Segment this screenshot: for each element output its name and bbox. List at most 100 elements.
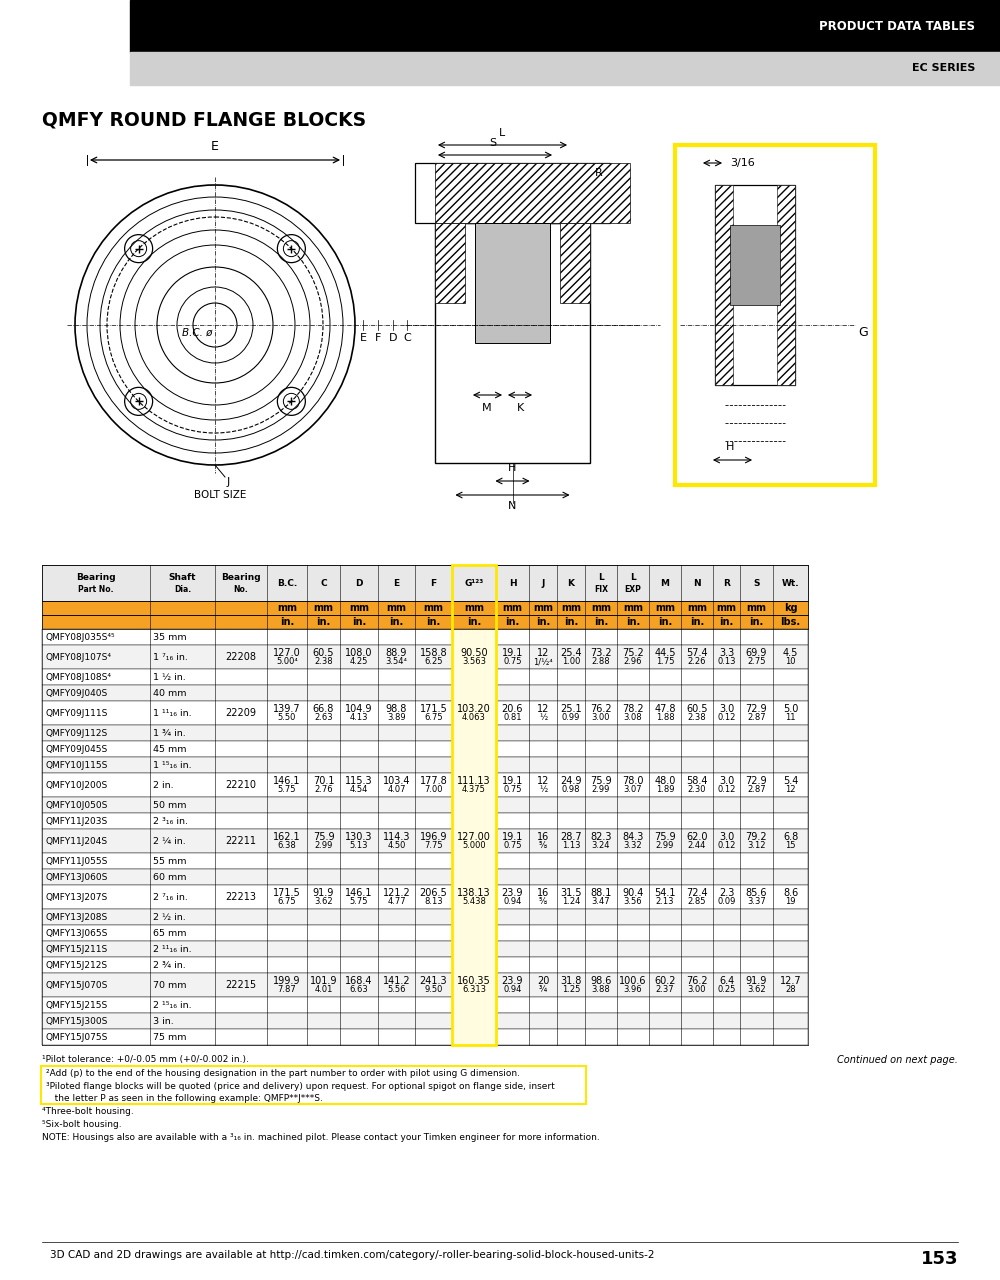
Text: 5.56: 5.56: [387, 986, 406, 995]
Text: 62.0: 62.0: [686, 832, 708, 841]
Text: QMFY13J065S: QMFY13J065S: [45, 928, 107, 937]
Bar: [42, 756, 808, 773]
Text: 48.0: 48.0: [654, 776, 676, 786]
Text: QMFY10J200S: QMFY10J200S: [45, 781, 107, 790]
Text: QMFY11J055S: QMFY11J055S: [45, 856, 107, 865]
Text: 5.00⁴: 5.00⁴: [276, 658, 298, 667]
Text: 139.7: 139.7: [273, 704, 301, 713]
Text: 10: 10: [785, 658, 796, 667]
Text: 4.13: 4.13: [350, 713, 368, 722]
Text: 70 mm: 70 mm: [153, 980, 186, 989]
Text: 0.98: 0.98: [562, 786, 580, 795]
Text: 3.07: 3.07: [624, 786, 642, 795]
Bar: [42, 852, 808, 869]
Bar: [42, 909, 808, 925]
Text: 138.13: 138.13: [457, 887, 491, 897]
Text: 31.5: 31.5: [560, 887, 582, 897]
Text: J: J: [541, 579, 545, 588]
Text: 1 ¹⁵₁₆ in.: 1 ¹⁵₁₆ in.: [153, 760, 192, 769]
Text: F: F: [375, 333, 381, 343]
Text: 60.5: 60.5: [686, 704, 708, 713]
Text: kg: kg: [784, 603, 797, 613]
Text: mm: mm: [687, 603, 707, 613]
Bar: [452, 773, 496, 797]
Text: 60.5: 60.5: [313, 648, 334, 658]
Text: S: S: [753, 579, 760, 588]
Bar: [42, 1012, 808, 1029]
Bar: [41, 1066, 586, 1103]
Text: Bearing: Bearing: [76, 572, 116, 581]
Text: 91.9: 91.9: [313, 887, 334, 897]
Bar: [452, 669, 496, 685]
Text: 3.89: 3.89: [387, 713, 406, 722]
Text: 241.3: 241.3: [420, 975, 447, 986]
Text: 2.37: 2.37: [656, 986, 674, 995]
Text: 3.56: 3.56: [624, 897, 642, 906]
Text: H: H: [726, 442, 734, 452]
Text: 91.9: 91.9: [746, 975, 767, 986]
Bar: [42, 685, 808, 701]
Text: QMFY09J040S: QMFY09J040S: [45, 689, 107, 698]
Text: 6.313: 6.313: [462, 986, 486, 995]
Text: 6.25: 6.25: [424, 658, 443, 667]
Text: 0.75: 0.75: [503, 786, 522, 795]
Text: No.: No.: [234, 585, 248, 594]
Text: 31.8: 31.8: [560, 975, 582, 986]
Text: in.: in.: [389, 617, 404, 627]
Text: 3 in.: 3 in.: [153, 1016, 174, 1025]
Text: Continued on next page.: Continued on next page.: [837, 1055, 958, 1065]
Bar: [452, 869, 496, 884]
Bar: [42, 925, 808, 941]
Bar: [42, 813, 808, 829]
Text: 3.0: 3.0: [719, 832, 734, 841]
Bar: [452, 797, 496, 813]
Bar: [452, 813, 496, 829]
Text: ⁵Six-bolt housing.: ⁵Six-bolt housing.: [42, 1120, 122, 1129]
Bar: [435, 223, 465, 303]
Text: 121.2: 121.2: [383, 887, 410, 897]
Text: 4.063: 4.063: [462, 713, 486, 722]
Text: 196.9: 196.9: [420, 832, 447, 841]
Text: 35 mm: 35 mm: [153, 632, 187, 641]
Text: Shaft: Shaft: [169, 572, 196, 581]
Text: 84.3: 84.3: [622, 832, 644, 841]
Text: 158.8: 158.8: [420, 648, 447, 658]
Text: 88.1: 88.1: [590, 887, 612, 897]
Bar: [452, 884, 496, 909]
Bar: [42, 602, 808, 614]
Bar: [452, 564, 496, 1044]
Text: QMFY ROUND FLANGE BLOCKS: QMFY ROUND FLANGE BLOCKS: [42, 110, 366, 129]
Text: EXP: EXP: [625, 585, 641, 594]
Text: 5.0: 5.0: [783, 704, 798, 713]
Text: QMFY15J212S: QMFY15J212S: [45, 960, 107, 969]
Text: Part No.: Part No.: [78, 585, 114, 594]
Text: 1 ⁷₁₆ in.: 1 ⁷₁₆ in.: [153, 653, 188, 662]
Text: 114.3: 114.3: [383, 832, 410, 841]
Text: R: R: [723, 579, 730, 588]
Text: in.: in.: [505, 617, 520, 627]
Bar: [452, 685, 496, 701]
Text: 72.4: 72.4: [686, 887, 708, 897]
Text: 72.9: 72.9: [746, 704, 767, 713]
Text: 3.96: 3.96: [624, 986, 642, 995]
Text: 0.25: 0.25: [717, 986, 736, 995]
Text: L: L: [499, 128, 506, 138]
Text: 75.9: 75.9: [313, 832, 334, 841]
Text: 3/16: 3/16: [730, 157, 755, 168]
Text: ⁴Three-bolt housing.: ⁴Three-bolt housing.: [42, 1107, 134, 1116]
Text: C: C: [320, 579, 327, 588]
Bar: [42, 957, 808, 973]
Text: K: K: [568, 579, 574, 588]
Text: ½: ½: [539, 713, 547, 722]
Text: 22211: 22211: [226, 836, 256, 846]
Text: QMFY15J070S: QMFY15J070S: [45, 980, 107, 989]
Text: 45 mm: 45 mm: [153, 745, 186, 754]
Bar: [452, 925, 496, 941]
Text: 3.08: 3.08: [624, 713, 642, 722]
Text: 0.75: 0.75: [503, 658, 522, 667]
Text: mm: mm: [277, 603, 297, 613]
Text: ⅝: ⅝: [539, 897, 547, 906]
Text: 55 mm: 55 mm: [153, 856, 186, 865]
Text: 108.0: 108.0: [345, 648, 373, 658]
Text: 2.3: 2.3: [719, 887, 734, 897]
